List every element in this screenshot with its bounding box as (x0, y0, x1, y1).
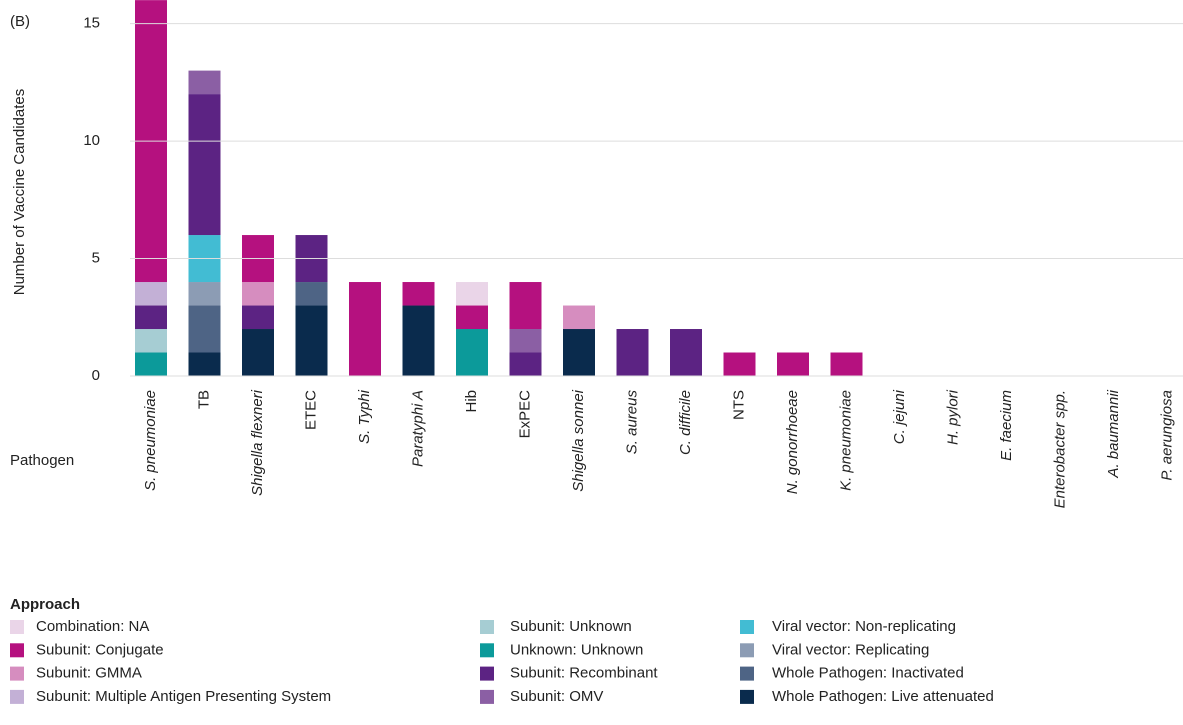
bar-segment (723, 352, 756, 376)
legend-label: Viral vector: Replicating (772, 641, 929, 658)
x-tick-label: P. aerungiosa (1158, 390, 1175, 481)
y-tick-label: 10 (83, 132, 100, 149)
bars (135, 0, 863, 376)
bar-segment (402, 282, 435, 306)
x-tick-label: S. Typhi (356, 389, 373, 444)
bar-segment (830, 352, 863, 376)
bar-segment (242, 305, 274, 330)
x-tick-label: E. faecium (998, 390, 1015, 461)
legend-label: Subunit: Multiple Antigen Presenting Sys… (36, 688, 331, 705)
bar-segment (349, 282, 381, 376)
legend-label: Unknown: Unknown (510, 641, 643, 658)
panel-label: (B) (10, 13, 30, 30)
x-tick-label: TB (195, 390, 212, 409)
y-tick-label: 0 (92, 367, 100, 384)
legend-label: Whole Pathogen: Inactivated (772, 665, 964, 682)
bar-segment (242, 282, 274, 306)
legend-swatch (480, 620, 494, 634)
x-tick-label: S. aureus (623, 390, 640, 455)
x-tick-label: Paratyphi A (409, 390, 426, 467)
x-tick-label: C. jejuni (891, 389, 908, 444)
legend-label: Subunit: OMV (510, 688, 603, 705)
legend-swatch (10, 643, 24, 658)
legend-swatch (10, 620, 24, 634)
bar-segment (563, 305, 595, 330)
legend-swatch (10, 666, 24, 681)
bar-segment (777, 352, 809, 376)
legend-swatch (740, 689, 754, 704)
x-tick-label: ETEC (302, 390, 319, 430)
x-tick-label: C. difficile (677, 390, 694, 455)
bar-segment (509, 329, 542, 353)
bar-segment (670, 329, 702, 376)
bar-segment (509, 352, 542, 376)
x-tick-label: ExPEC (516, 390, 533, 439)
legend-label: Subunit: Unknown (510, 618, 632, 635)
legend-label: Combination: NA (36, 618, 149, 635)
x-tick-label: Hib (463, 390, 480, 413)
legend-swatch (480, 689, 494, 704)
y-tick-label: 5 (92, 250, 100, 267)
x-tick-label: A. baumannii (1105, 389, 1122, 478)
x-axis-title: Pathogen (10, 452, 74, 469)
bar-segment (242, 329, 274, 376)
bar-segment (188, 94, 221, 236)
bar-segment (188, 305, 221, 353)
legend-swatch (10, 689, 24, 704)
bar-segment (135, 305, 167, 330)
bar-segment (616, 329, 649, 376)
bar-segment (188, 352, 221, 376)
bar-segment (188, 282, 221, 306)
bar-segment (135, 282, 167, 306)
bar-segment (456, 282, 488, 306)
y-axis-title: Number of Vaccine Candidates (11, 89, 28, 296)
x-tick-label: N. gonorrhoeae (784, 390, 801, 494)
bar-segment (563, 329, 595, 376)
legend-title: Approach (10, 596, 80, 613)
x-tick-label: K. pneumoniae (837, 390, 854, 491)
legend-label: Whole Pathogen: Live attenuated (772, 688, 994, 705)
bar-segment (295, 305, 328, 376)
x-tick-label: NTS (730, 390, 747, 420)
x-tick-label: S. pneumoniae (142, 390, 159, 491)
x-tick-label: H. pylori (944, 389, 961, 445)
legend-label: Subunit: GMMA (36, 665, 142, 682)
bar-segment (456, 305, 488, 330)
bar-segment (295, 282, 328, 306)
bar-segment (456, 329, 488, 376)
legend-swatch (740, 666, 754, 681)
bar-segment (135, 329, 167, 353)
legend-swatch (740, 643, 754, 658)
legend-swatch (480, 666, 494, 681)
x-tick-label: Shigella flexneri (249, 389, 266, 496)
legend-swatch (480, 643, 494, 658)
x-tick-label: Enterobacter spp. (1051, 390, 1068, 508)
legend-label: Viral vector: Non-replicating (772, 618, 956, 635)
y-tick-label: 15 (83, 15, 100, 32)
bar-segment (135, 352, 167, 376)
bar-segment (188, 70, 221, 95)
legend-label: Subunit: Recombinant (510, 665, 658, 682)
legend-swatch (740, 620, 754, 634)
legend-label: Subunit: Conjugate (36, 641, 164, 658)
bar-segment (402, 305, 435, 376)
bar-segment (509, 282, 542, 330)
x-tick-label: Shigella sonnei (570, 389, 587, 491)
